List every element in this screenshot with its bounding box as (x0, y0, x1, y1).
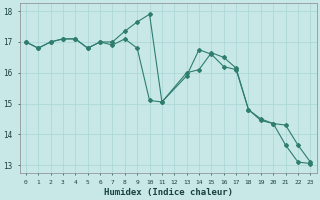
X-axis label: Humidex (Indice chaleur): Humidex (Indice chaleur) (104, 188, 233, 197)
